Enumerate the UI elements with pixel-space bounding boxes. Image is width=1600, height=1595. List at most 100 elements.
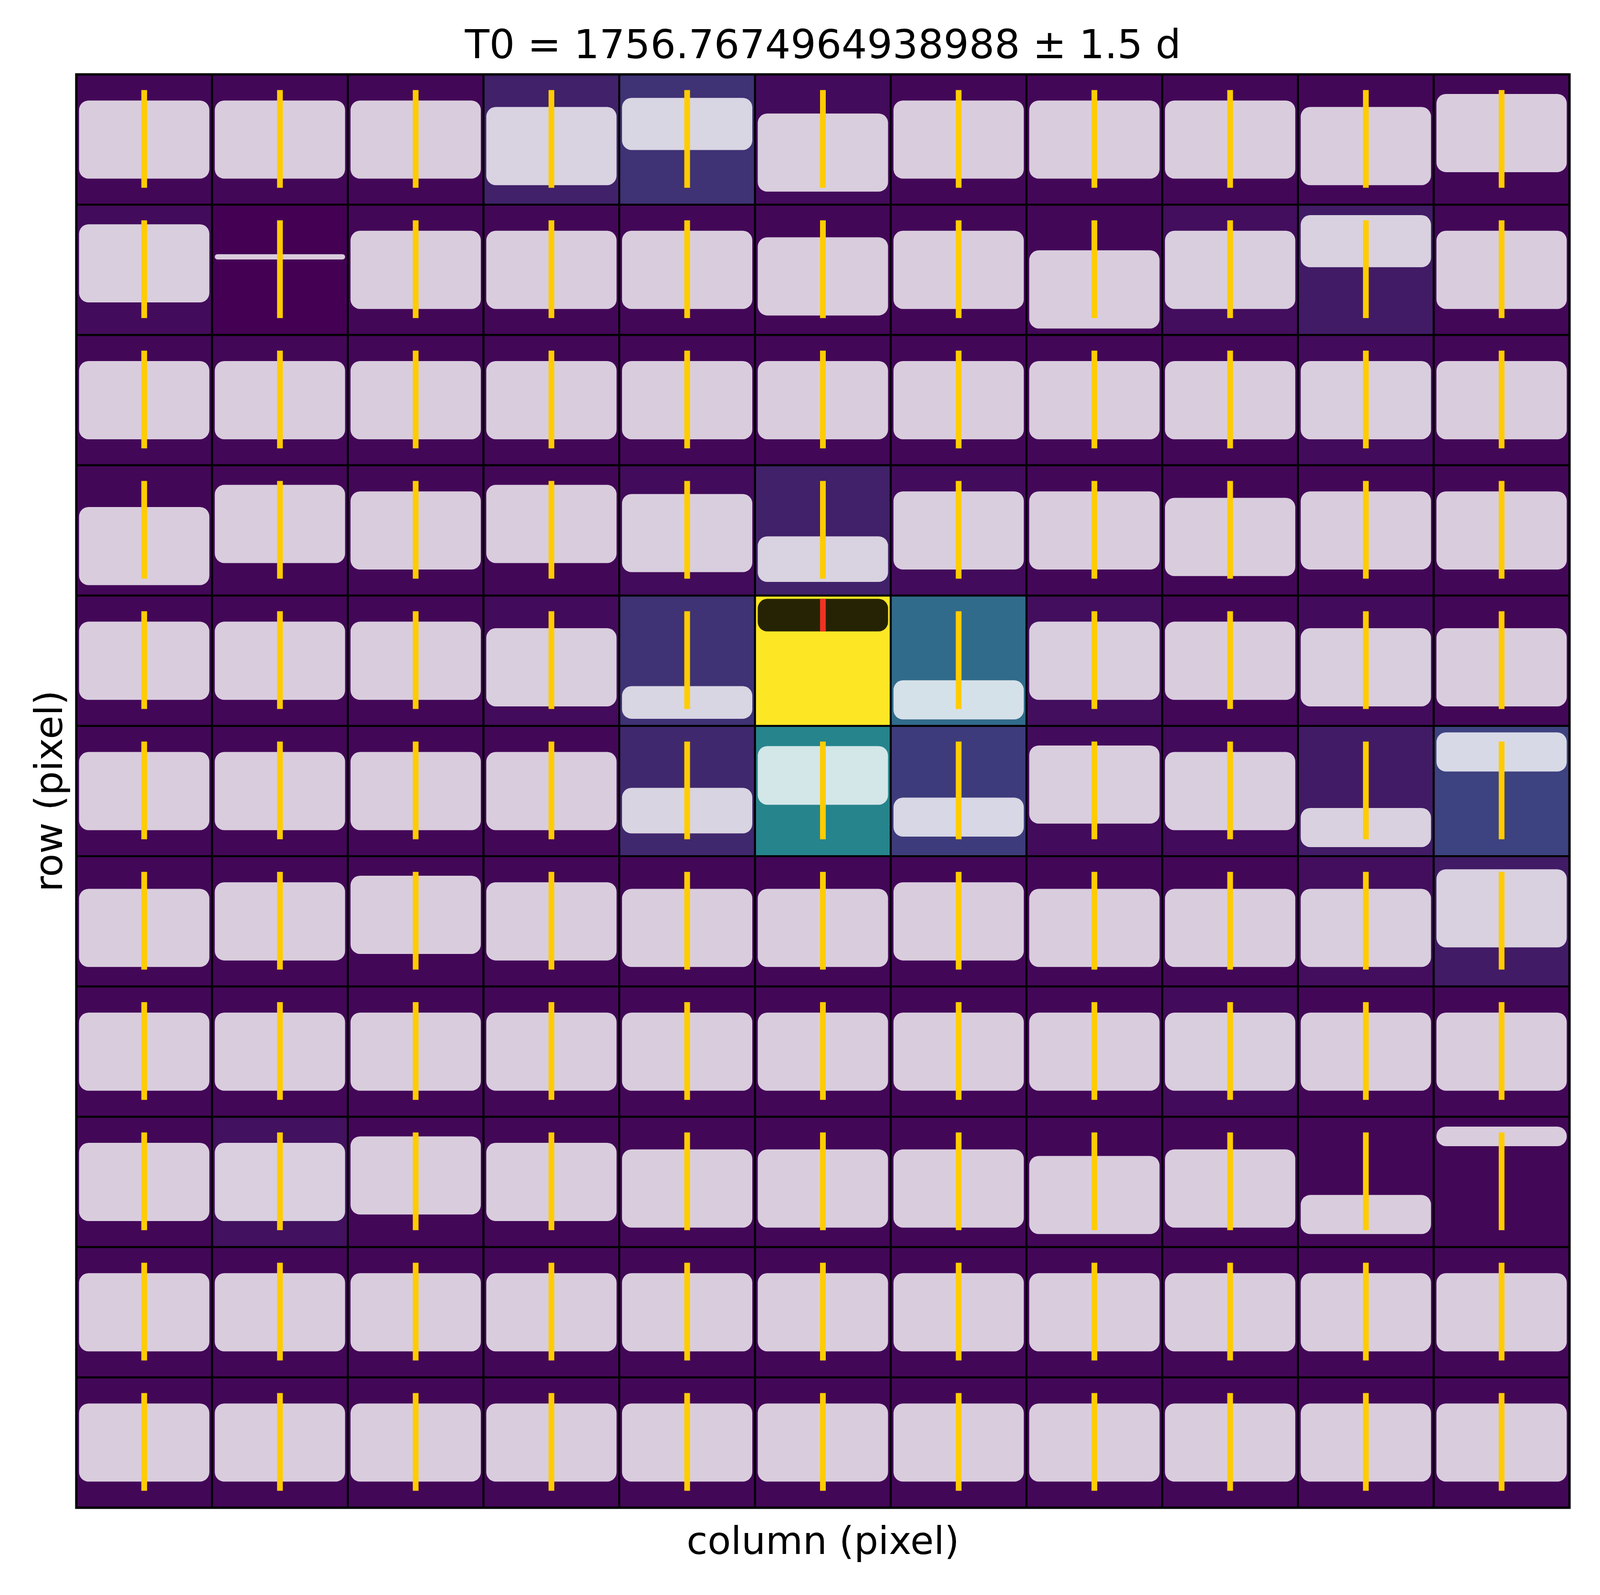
in-transit-points	[684, 1002, 690, 1101]
pixel-lightcurve	[1164, 872, 1296, 970]
in-transit-points	[548, 480, 555, 579]
cell-frame	[755, 74, 892, 205]
in-transit-points	[820, 90, 826, 188]
pixel-cell	[1433, 1247, 1570, 1378]
pixel-lightcurve	[350, 872, 481, 970]
pixel-lightcurve	[893, 1393, 1024, 1492]
cell-frame	[619, 465, 756, 596]
in-transit-points	[1498, 1132, 1505, 1231]
in-transit-points	[412, 741, 419, 840]
frame	[76, 74, 1570, 1508]
pixel-lightcurve	[214, 1002, 345, 1101]
cell-frame	[619, 74, 756, 205]
pixel-lightcurve	[1300, 872, 1432, 970]
pixel-lightcurve	[893, 480, 1024, 579]
pixel-lightcurve	[486, 90, 617, 188]
in-transit-points	[412, 220, 419, 319]
pixel-lightcurve	[1029, 611, 1160, 710]
pixel-cell	[483, 204, 620, 335]
in-transit-points	[684, 1262, 690, 1361]
in-transit-points	[1091, 1262, 1098, 1361]
pixel-cell	[1433, 595, 1570, 727]
pixel-cell	[1026, 204, 1163, 335]
pixel-cell	[347, 465, 484, 596]
pixel-lightcurve	[1300, 215, 1432, 319]
in-transit-points	[277, 90, 283, 188]
cell-frame	[755, 1116, 892, 1247]
cell-frame	[1298, 74, 1434, 205]
pixel-lightcurve	[350, 741, 481, 840]
pixel-cell	[483, 1116, 620, 1247]
cell-frame	[1162, 1116, 1299, 1247]
pixel-lightcurve	[622, 1262, 753, 1361]
cell-frame	[619, 1247, 756, 1378]
pixel-cell	[76, 334, 213, 466]
pixel-cell	[890, 334, 1027, 466]
cell-frame	[890, 1377, 1027, 1508]
cell-frame	[1026, 986, 1163, 1117]
cell-frame	[483, 465, 620, 596]
pixel-cell	[483, 856, 620, 987]
pixel-cell	[1026, 1377, 1163, 1508]
in-transit-points	[277, 350, 283, 449]
cell-frame	[890, 74, 1027, 205]
in-transit-points	[412, 90, 419, 188]
cell-frame	[212, 465, 349, 596]
in-transit-points	[1091, 90, 1098, 188]
in-transit-points	[1362, 1393, 1369, 1492]
cell-frame	[76, 856, 213, 987]
pixel-cell	[619, 595, 756, 727]
pixel-lightcurve	[350, 480, 481, 579]
pixel-cell	[890, 465, 1027, 596]
cell-frame	[1433, 726, 1570, 857]
cell-frame	[619, 856, 756, 987]
pixel-lightcurve	[757, 1262, 888, 1361]
in-transit-points	[820, 1393, 826, 1492]
pixel-lightcurve	[622, 741, 753, 840]
pixel-cell	[1026, 1116, 1163, 1247]
pixel-lightcurve	[1300, 350, 1432, 449]
pixel-cell	[1026, 334, 1163, 466]
pixel-lightcurve	[350, 350, 481, 449]
pixel-cell	[347, 726, 484, 857]
pixel-cell	[483, 1377, 620, 1508]
pixel-cell	[755, 204, 892, 335]
cell-frame	[619, 1377, 756, 1508]
pixel-lightcurve	[1436, 732, 1567, 840]
pixel-cell	[347, 74, 484, 205]
cell-frame	[755, 986, 892, 1117]
cell-frame	[1026, 1377, 1163, 1508]
in-transit-points	[1227, 350, 1234, 449]
pixel-lightcurve	[1300, 741, 1432, 848]
cell-frame	[755, 726, 892, 857]
pixel-cell	[619, 726, 756, 857]
pixel-cell	[347, 1247, 484, 1378]
pixel-lightcurve	[350, 90, 481, 188]
pixel-lightcurve	[1436, 1262, 1567, 1361]
pixel-cell	[1026, 986, 1163, 1117]
pixel-cell	[1162, 856, 1299, 987]
pixel-lightcurve	[214, 741, 345, 840]
in-transit-points	[955, 872, 962, 970]
pixel-lightcurve	[893, 1262, 1024, 1361]
pixel-cell	[755, 1247, 892, 1378]
pixel-lightcurve	[486, 1132, 617, 1231]
pixel-lightcurve	[1164, 350, 1296, 449]
cell-frame	[1026, 856, 1163, 987]
cell-frame	[1298, 1377, 1434, 1508]
pixel-lightcurve	[214, 480, 345, 579]
cell-frame	[1162, 986, 1299, 1117]
pixel-lightcurve	[1436, 1002, 1567, 1101]
cell-frame	[483, 1247, 620, 1378]
pixel-cell	[619, 74, 756, 205]
cell-frame	[76, 334, 213, 466]
pixel-cell	[483, 74, 620, 205]
pixel-cell	[1298, 726, 1434, 857]
cell-frame	[212, 856, 349, 987]
cell-frame	[890, 726, 1027, 857]
pixel-lightcurve	[1436, 1126, 1567, 1231]
in-transit-points	[548, 741, 555, 840]
in-transit-points	[684, 611, 690, 710]
pixel-lightcurve	[214, 350, 345, 449]
in-transit-points	[1227, 1002, 1234, 1101]
